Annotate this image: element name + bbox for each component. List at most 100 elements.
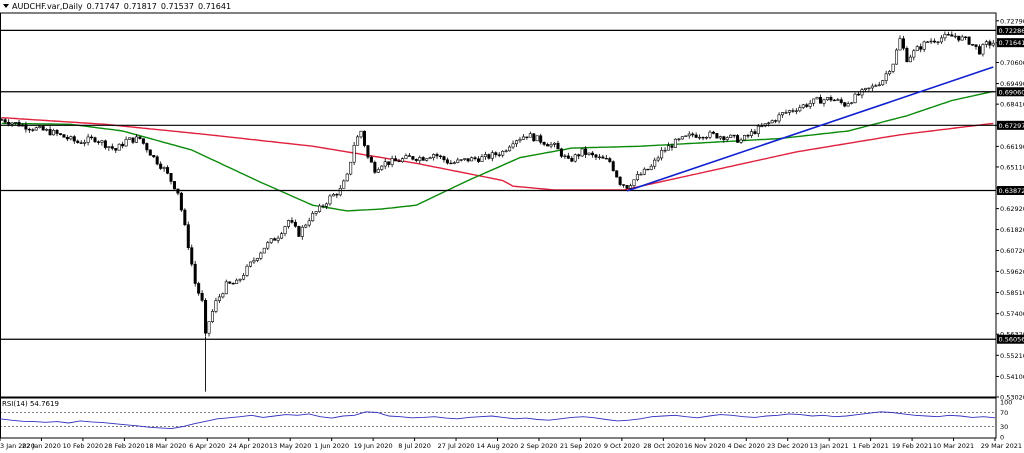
candle-up bbox=[501, 151, 505, 156]
candle-up bbox=[459, 159, 463, 161]
rsi-tick-label: 0 bbox=[1000, 434, 1004, 442]
candle-down bbox=[977, 46, 981, 55]
candle-down bbox=[625, 185, 629, 189]
candle-down bbox=[394, 158, 398, 162]
candle-up bbox=[342, 180, 346, 189]
candle-up bbox=[635, 174, 639, 181]
candle-down bbox=[435, 154, 439, 157]
candle-up bbox=[338, 187, 342, 196]
candle-down bbox=[76, 140, 80, 144]
candle-down bbox=[957, 35, 961, 41]
candle-up bbox=[756, 125, 760, 134]
candle-up bbox=[725, 137, 729, 140]
candle-down bbox=[774, 120, 778, 122]
candle-up bbox=[224, 281, 228, 295]
candle-up bbox=[528, 133, 532, 138]
candle-up bbox=[328, 195, 332, 205]
ohlc-high: 0.71817 bbox=[123, 1, 157, 11]
candle-down bbox=[141, 138, 145, 144]
candle-down bbox=[414, 159, 418, 161]
candle-down bbox=[103, 140, 107, 148]
candle-down bbox=[145, 143, 149, 151]
candle-down bbox=[169, 172, 173, 182]
time-tick-label: 28 Oct 2020 bbox=[643, 442, 683, 450]
candle-up bbox=[874, 85, 878, 87]
candle-up bbox=[552, 142, 557, 145]
candle-up bbox=[331, 194, 335, 197]
candle-down bbox=[791, 110, 795, 112]
candle-up bbox=[10, 122, 14, 125]
candle-up bbox=[926, 41, 930, 43]
candle-down bbox=[694, 134, 698, 138]
time-tick-label: 1 Jun 2020 bbox=[314, 442, 349, 450]
candle-up bbox=[314, 211, 318, 214]
candle-down bbox=[297, 226, 301, 237]
candle-up bbox=[286, 220, 290, 227]
candle-down bbox=[715, 133, 719, 139]
candle-up bbox=[349, 161, 353, 175]
candle-up bbox=[784, 112, 788, 114]
candle-up bbox=[425, 158, 429, 161]
candle-down bbox=[601, 156, 605, 159]
candle-up bbox=[812, 98, 816, 104]
candle-up bbox=[922, 41, 926, 50]
candle-up bbox=[248, 261, 252, 267]
candle-down bbox=[0, 119, 4, 121]
candle-up bbox=[376, 169, 380, 173]
candle-up bbox=[456, 159, 460, 163]
candle-up bbox=[632, 179, 636, 186]
candle-down bbox=[48, 129, 52, 136]
candle-down bbox=[857, 93, 861, 96]
candle-down bbox=[321, 205, 325, 208]
candle-up bbox=[929, 40, 933, 43]
candle-up bbox=[217, 296, 221, 301]
chevron-down-icon[interactable] bbox=[3, 4, 9, 8]
candle-up bbox=[687, 133, 691, 137]
candle-up bbox=[514, 140, 519, 145]
candle-up bbox=[380, 165, 384, 170]
level-label-bg bbox=[997, 186, 1024, 196]
candle-down bbox=[159, 163, 163, 169]
candle-up bbox=[836, 99, 840, 101]
candle-down bbox=[494, 152, 498, 156]
candle-down bbox=[618, 176, 622, 185]
candle-down bbox=[228, 281, 232, 284]
candle-down bbox=[832, 99, 836, 102]
candle-up bbox=[100, 140, 104, 143]
candle-up bbox=[52, 130, 56, 136]
candle-up bbox=[307, 220, 311, 226]
candle-down bbox=[646, 168, 650, 171]
candle-up bbox=[587, 152, 591, 155]
candle-up bbox=[38, 126, 42, 128]
candle-up bbox=[960, 36, 964, 41]
candle-down bbox=[805, 104, 809, 107]
rsi-tick-label: 100 bbox=[1000, 399, 1012, 407]
time-tick-label: 21 Sep 2020 bbox=[560, 442, 601, 450]
candle-down bbox=[746, 135, 750, 137]
candle-down bbox=[193, 263, 197, 284]
time-tick-label: 27 Jul 2020 bbox=[438, 442, 475, 450]
candle-up bbox=[262, 247, 266, 254]
candle-down bbox=[166, 167, 170, 174]
ma-slow-line bbox=[1, 117, 994, 191]
candle-up bbox=[280, 233, 284, 239]
symbol-timeframe: AUDCHF.var,Daily bbox=[12, 1, 83, 11]
candle-up bbox=[245, 265, 249, 276]
candle-down bbox=[293, 221, 297, 227]
candle-down bbox=[27, 128, 31, 131]
candle-down bbox=[539, 135, 543, 143]
candle-up bbox=[318, 205, 322, 212]
candle-down bbox=[967, 36, 971, 45]
candle-up bbox=[877, 84, 881, 86]
candle-up bbox=[912, 50, 916, 58]
candle-up bbox=[124, 139, 128, 147]
candle-up bbox=[642, 168, 646, 175]
level-label: 0.69060 bbox=[999, 88, 1024, 96]
candle-up bbox=[535, 135, 539, 142]
candle-up bbox=[801, 104, 805, 108]
